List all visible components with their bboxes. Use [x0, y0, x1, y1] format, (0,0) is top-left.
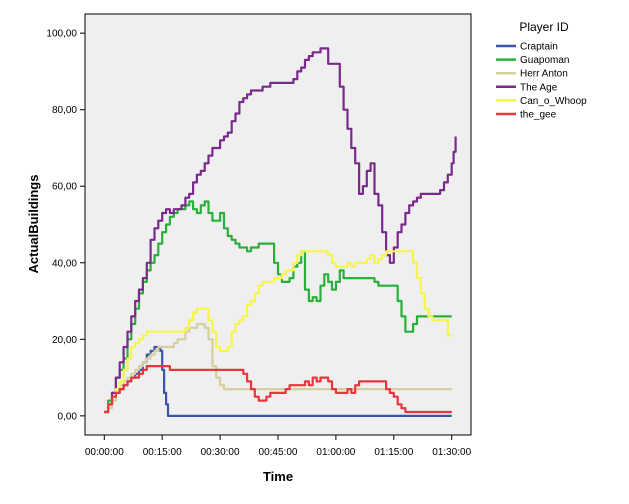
y-tick-label: 0,00 [58, 411, 78, 422]
x-tick-label: 00:45:00 [259, 447, 298, 458]
x-axis-title: Time [263, 469, 293, 484]
y-tick-label: 100,00 [46, 29, 77, 40]
x-tick-label: 01:30:00 [432, 447, 471, 458]
legend-item-label: Can_o_Whoop [520, 96, 587, 107]
series-line-the-gee [104, 365, 452, 414]
legend-item-label: the_gee [520, 110, 557, 121]
series-line-herr-anton [104, 322, 452, 414]
legend-item-label: Guapoman [520, 55, 569, 66]
legend-item-label: Craptain [520, 42, 558, 53]
x-tick-label: 01:15:00 [374, 447, 413, 458]
y-tick-label: 80,00 [52, 105, 77, 116]
y-axis-title: ActualBuildings [26, 175, 41, 274]
plot-background [84, 13, 472, 436]
series-line-the-age [104, 47, 457, 414]
series-line-guapoman [104, 200, 452, 414]
series-layer [104, 47, 457, 417]
y-tick-label: 40,00 [52, 258, 77, 269]
y-axis: 0,00 20,00 40,00 60,00 80,00 100,00 [46, 29, 85, 422]
x-tick-label: 00:30:00 [201, 447, 240, 458]
x-axis: 00:00:00 00:15:00 00:30:00 00:45:00 01:00:00… [85, 435, 472, 458]
y-tick-label: 60,00 [52, 182, 77, 193]
legend-item-label: Herr Anton [520, 69, 568, 80]
legend-item-label: The Age [520, 82, 558, 93]
y-tick-label: 20,00 [52, 335, 77, 346]
legend-title: Player ID [519, 20, 569, 34]
legend: Player ID Craptain Guapoman Herr Anton The … [496, 20, 587, 121]
x-tick-label: 00:15:00 [143, 447, 182, 458]
x-tick-label: 00:00:00 [85, 447, 124, 458]
x-tick-label: 01:00:00 [316, 447, 355, 458]
series-line-can-o-whoop [104, 250, 452, 414]
